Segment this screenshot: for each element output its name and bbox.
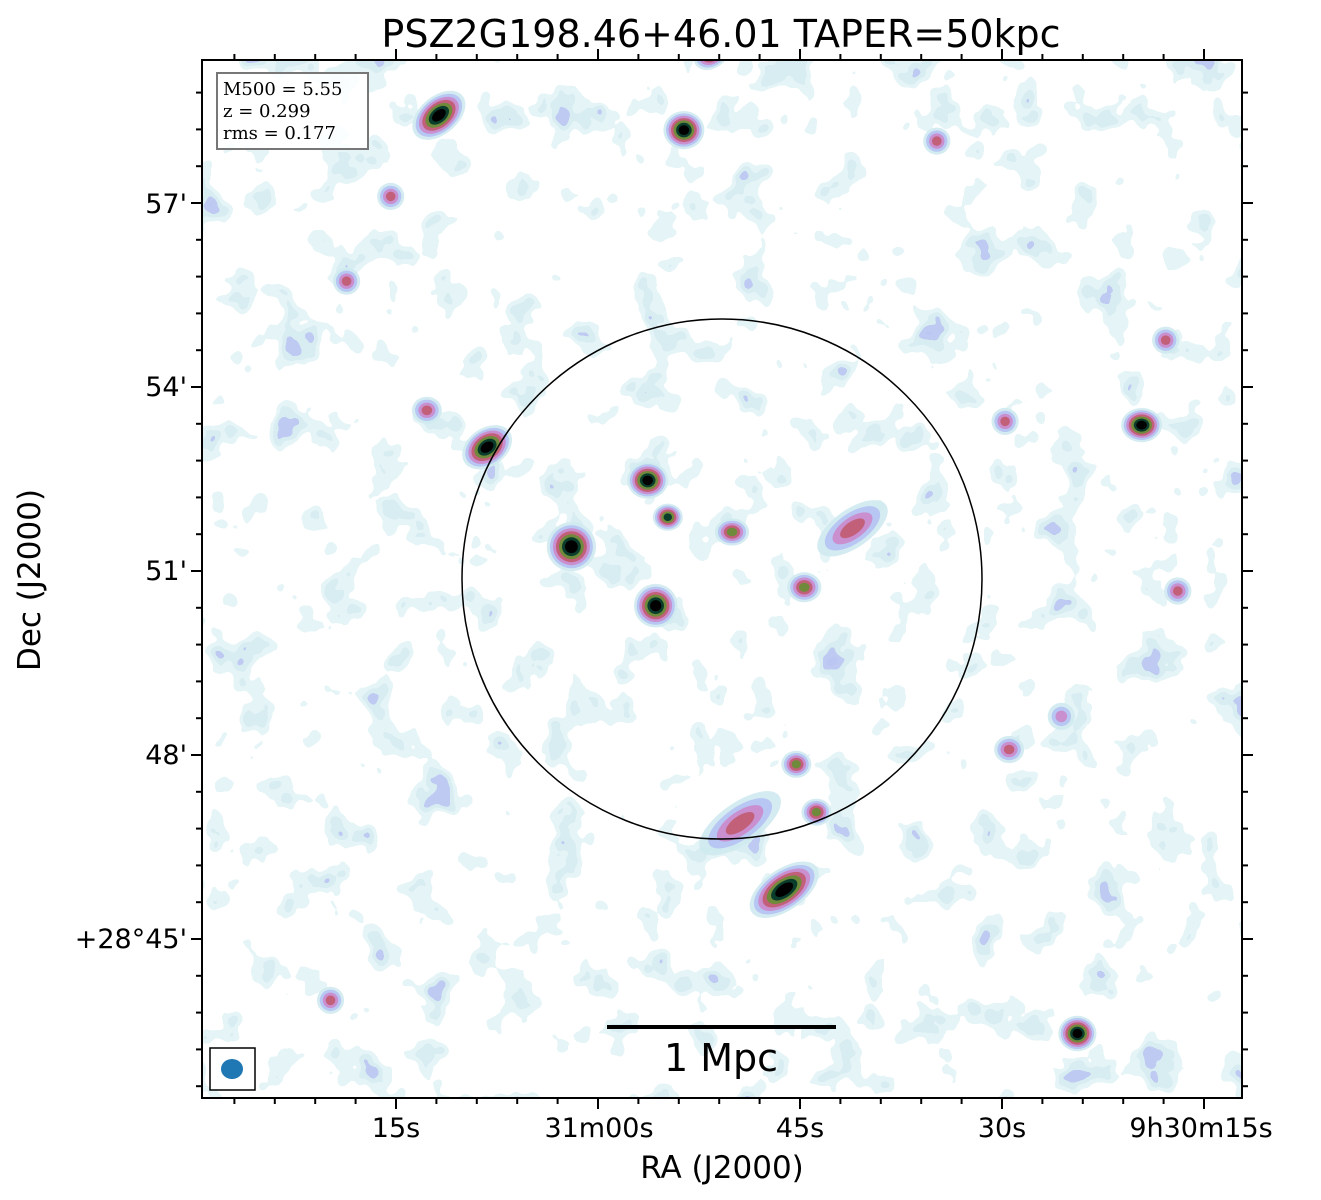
radio-source [633,583,678,628]
source-contour [385,191,396,202]
x-tick-labels: 15s 31m00s 45s 30s 9h30m15s [372,1113,1273,1144]
radio-source [991,407,1019,435]
x-axis-label: RA (J2000) [640,1150,804,1186]
y-tick-label: 54' [145,372,187,403]
source-contour [642,475,653,486]
radio-source [663,111,705,150]
x-tick-label: 30s [978,1113,1026,1144]
radio-source [787,572,822,603]
radio-source [817,500,888,557]
radio-source [316,986,345,1014]
x-tick-label: 15s [372,1113,420,1144]
x-tick-label: 9h30m15s [1129,1113,1272,1144]
source-contour [1173,586,1183,596]
source-contour [799,582,810,592]
y-axis-label: Dec (J2000) [12,489,48,671]
source-contour [811,808,822,817]
source-contour [480,441,494,453]
noise-texture [202,60,1242,1098]
source-contour [932,136,942,146]
radio-source [994,735,1025,764]
radio-source [1047,702,1075,731]
y-tick-labels: 57' 54' 51' 48' +28°45' [75,189,187,955]
y-tick-label: 51' [145,556,187,587]
y-tick-label: 57' [145,189,187,220]
source-contour [325,995,336,1006]
radio-source [923,127,951,155]
y-tick-label: +28°45' [75,924,187,955]
info-redshift: z = 0.299 [223,101,311,122]
radio-source [749,861,819,918]
radio-source [1058,1015,1097,1052]
source-contour [432,108,446,122]
source-contour [1000,416,1010,427]
radio-source [412,90,466,140]
beam-ellipse [221,1059,243,1079]
x-tick-label: 31m00s [544,1113,653,1144]
source-contour [791,760,801,769]
source-contour [341,276,352,287]
info-rms: rms = 0.177 [223,123,336,144]
scale-bar-label: 1 Mpc [664,1036,778,1080]
y-tick-label: 48' [145,740,187,771]
scale-bar: 1 Mpc [607,1025,836,1080]
source-contour [1136,420,1147,430]
radio-source [781,750,812,778]
info-box: M500 = 5.55 z = 0.299 rms = 0.177 [216,72,369,150]
source-contour [678,125,690,135]
radio-source [546,522,597,572]
source-contour [725,812,755,835]
radio-source [652,503,683,531]
source-contour [726,527,738,537]
source-contour [421,405,433,416]
r500-circle [461,318,983,840]
radio-source [714,518,750,546]
source-contour [650,600,662,612]
radio-source [333,267,361,295]
source-contour [840,518,865,539]
radio-source [627,462,669,499]
plot-frame [201,59,1243,1099]
radio-source [377,182,405,210]
beam-indicator [209,1047,256,1091]
radio-source [411,396,442,424]
source-contour [663,513,672,521]
radio-source [1152,326,1180,354]
plot-area [202,60,1242,1098]
radio-source [462,425,513,470]
x-tick-label: 45s [776,1113,824,1144]
source-contour [1072,1028,1083,1039]
info-m500: M500 = 5.55 [223,79,342,100]
chart-title: PSZ2G198.46+46.01 TAPER=50kpc [381,12,1060,56]
source-contour [1055,710,1068,723]
radio-source [1164,577,1192,605]
axis-ticks [191,49,1253,1109]
source-contour [775,882,794,897]
source-contour [1003,744,1015,755]
source-contour [565,540,578,554]
radio-source [1121,408,1163,443]
source-contour [1160,335,1171,346]
